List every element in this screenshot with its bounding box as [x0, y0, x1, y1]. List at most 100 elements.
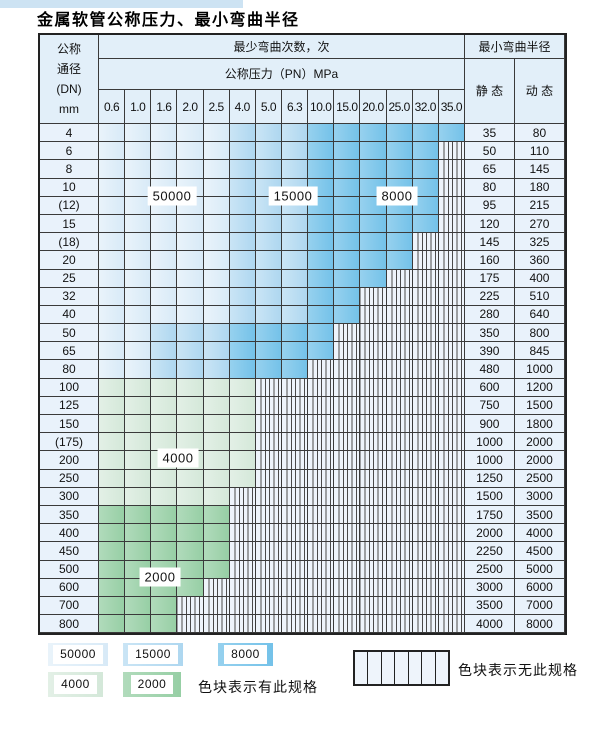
dn-cell: 300: [40, 487, 99, 506]
dn-cell: 80: [40, 360, 99, 379]
zone-cell-unavailable: [255, 451, 282, 470]
zone-cell-4000: [125, 451, 152, 470]
dynamic-radius-cell: 325: [514, 233, 565, 252]
legend-hatch-cell: [395, 652, 409, 684]
zone-cell-unavailable: [255, 578, 282, 597]
zone-cell-unavailable: [412, 578, 439, 597]
zone-cell-4000: [125, 415, 152, 434]
zone-cell-unavailable: [334, 524, 361, 543]
pressure-header-6.3: 6.3: [281, 90, 309, 124]
radius-title: 最小弯曲半径: [464, 35, 565, 59]
zone-cell-4000: [99, 487, 126, 506]
zone-cell-15000: [177, 342, 204, 361]
zone-cell-4000: [151, 415, 178, 434]
dynamic-radius-cell: 4000: [514, 524, 565, 543]
zone-cell-unavailable: [255, 615, 282, 634]
zone-cell-15000: [255, 160, 282, 179]
pressure-header-5.0: 5.0: [255, 90, 282, 124]
zone-cell-4000: [99, 451, 126, 470]
cycle-label-8000: 8000: [376, 186, 418, 206]
zone-cell-4000: [203, 451, 230, 470]
zone-cell-unavailable: [360, 342, 387, 361]
zone-cell-unavailable: [281, 378, 309, 397]
zone-cell-50000: [177, 305, 204, 325]
zone-cell-unavailable: [334, 469, 361, 488]
zone-cell-unavailable: [334, 360, 361, 379]
zone-cell-50000: [125, 342, 152, 361]
static-radius-cell: 3500: [464, 596, 515, 616]
dynamic-radius-cell: 6000: [514, 578, 565, 597]
zone-cell-unavailable: [255, 433, 282, 452]
zone-cell-50000: [99, 178, 126, 197]
zone-cell-50000: [125, 142, 152, 161]
zone-cell-unavailable: [229, 524, 256, 543]
dn-cell: (18): [40, 233, 99, 252]
zone-cell-unavailable: [438, 433, 465, 452]
zone-cell-unavailable: [281, 487, 309, 506]
zone-cell-8000: [386, 251, 413, 270]
static-radius-cell: 750: [464, 396, 515, 415]
static-radius-cell: 2250: [464, 542, 515, 561]
zone-cell-unavailable: [438, 251, 465, 270]
pressure-header-20.0: 20.0: [360, 90, 387, 124]
zone-cell-15000: [255, 124, 282, 143]
static-radius-cell: 80: [464, 178, 515, 197]
zone-cell-8000: [229, 324, 256, 343]
zone-cell-unavailable: [386, 305, 413, 325]
zone-cell-8000: [281, 342, 309, 361]
zone-cell-unavailable: [308, 505, 335, 525]
zone-cell-unavailable: [360, 505, 387, 525]
zone-cell-8000: [386, 233, 413, 252]
zone-cell-2000: [177, 524, 204, 543]
dn-cell: 350: [40, 505, 99, 525]
static-radius-cell: 480: [464, 360, 515, 379]
zone-cell-50000: [177, 124, 204, 143]
static-radius-cell: 2500: [464, 560, 515, 579]
zone-cell-50000: [151, 124, 178, 143]
zone-cell-2000: [151, 596, 178, 616]
top-decorative-strip: [0, 0, 243, 8]
zone-cell-50000: [203, 269, 230, 288]
static-radius-cell: 35: [464, 124, 515, 143]
zone-cell-15000: [151, 342, 178, 361]
zone-cell-8000: [360, 124, 387, 143]
zone-cell-unavailable: [308, 560, 335, 579]
zone-cell-unavailable: [360, 415, 387, 434]
static-radius-cell: 65: [464, 160, 515, 179]
zone-cell-unavailable: [334, 615, 361, 634]
zone-cell-unavailable: [334, 415, 361, 434]
static-radius-cell: 175: [464, 269, 515, 288]
dynamic-radius-cell: 5000: [514, 560, 565, 579]
zone-cell-8000: [308, 287, 335, 306]
zone-cell-unavailable: [281, 542, 309, 561]
zone-cell-50000: [203, 233, 230, 252]
zone-cell-8000: [229, 342, 256, 361]
zone-cell-unavailable: [412, 615, 439, 634]
zone-cell-unavailable: [281, 396, 309, 415]
dynamic-radius-cell: 2000: [514, 451, 565, 470]
zone-cell-2000: [125, 596, 152, 616]
zone-cell-50000: [125, 196, 152, 215]
zone-cell-unavailable: [438, 469, 465, 488]
legend-swatch-2000: 2000: [123, 672, 181, 697]
zone-cell-8000: [308, 251, 335, 270]
zone-cell-2000: [99, 505, 126, 525]
legend-swatch-15000: 15000: [123, 643, 183, 666]
zone-cell-15000: [229, 178, 256, 197]
zone-cell-unavailable: [438, 196, 465, 215]
zone-cell-unavailable: [386, 396, 413, 415]
zone-cell-50000: [125, 305, 152, 325]
zone-cell-50000: [151, 251, 178, 270]
dynamic-radius-cell: 1000: [514, 360, 565, 379]
zone-cell-50000: [151, 305, 178, 325]
zone-cell-4000: [125, 378, 152, 397]
zone-cell-15000: [203, 324, 230, 343]
pressure-header-15.0: 15.0: [334, 90, 361, 124]
zone-cell-unavailable: [386, 469, 413, 488]
zone-cell-50000: [151, 269, 178, 288]
zone-cell-unavailable: [255, 596, 282, 616]
zone-cell-50000: [99, 342, 126, 361]
zone-cell-unavailable: [438, 233, 465, 252]
legend-hatch-cell: [368, 652, 382, 684]
zone-cell-8000: [281, 360, 309, 379]
